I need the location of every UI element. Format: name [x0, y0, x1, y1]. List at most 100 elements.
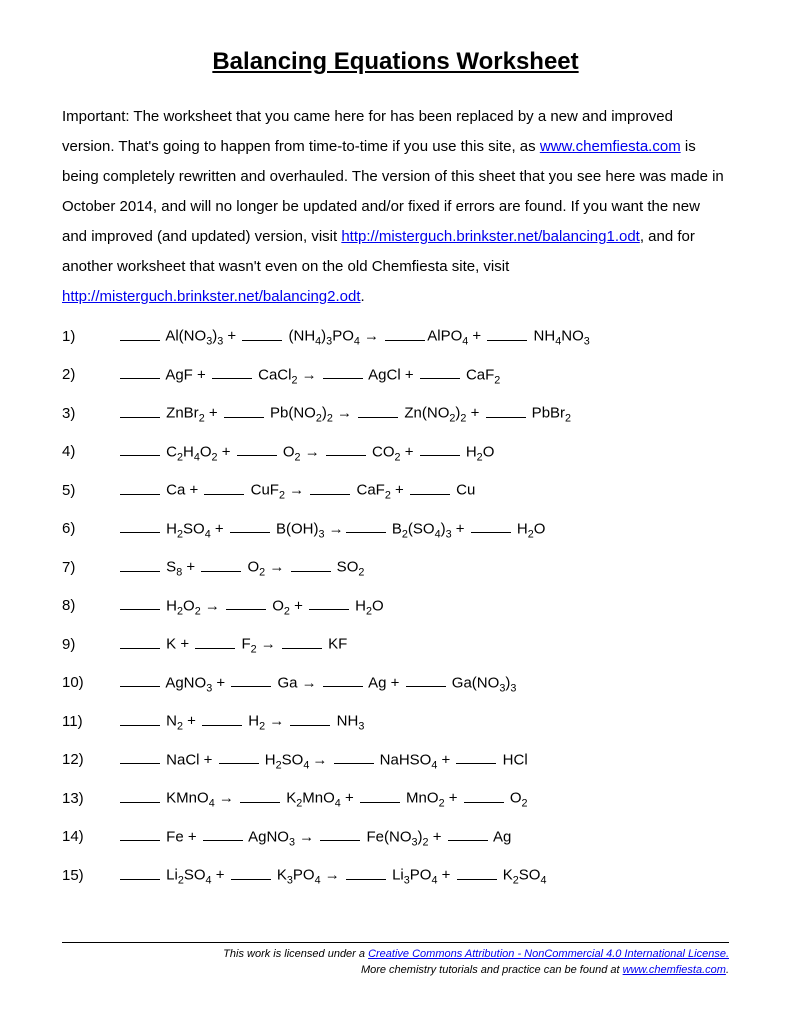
coefficient-blank: [120, 557, 160, 572]
coefficient-blank: [448, 827, 488, 842]
coefficient-blank: [456, 750, 496, 765]
equation: S8 + O2 → SO2: [118, 557, 364, 576]
subscript: 4: [315, 875, 321, 887]
coefficient-blank: [346, 865, 386, 880]
problem-row: 4) C2H4O2 + O2 → CO2 + H2O: [62, 442, 729, 461]
coefficient-blank: [487, 326, 527, 341]
equation: AgF + CaCl2 → AgCl + CaF2: [118, 365, 500, 384]
coefficient-blank: [120, 750, 160, 765]
equation: Li2SO4 + K3PO4 → Li3PO4 + K2SO4: [118, 865, 547, 884]
coefficient-blank: [358, 403, 398, 418]
subscript: 3: [510, 682, 516, 694]
subscript: 2: [423, 836, 429, 848]
problem-number: 4): [62, 443, 118, 460]
problems-list: 1) Al(NO3)3 + (NH4)3PO4 → AlPO4 + NH4NO3…: [62, 326, 729, 884]
problem-row: 9) K + F2 → KF: [62, 634, 729, 653]
subscript: 3: [287, 875, 293, 887]
problem-row: 2) AgF + CaCl2 → AgCl + CaF2: [62, 365, 729, 384]
problem-row: 5) Ca + CuF2 → CaF2 + Cu: [62, 480, 729, 499]
problem-number: 11): [62, 713, 118, 730]
subscript: 4: [462, 336, 468, 348]
subscript: 2: [195, 605, 201, 617]
subscript: 3: [404, 875, 410, 887]
subscript: 2: [251, 644, 257, 656]
coefficient-blank: [310, 480, 350, 495]
coefficient-blank: [240, 788, 280, 803]
subscript: 4: [194, 451, 200, 463]
subscript: 2: [439, 798, 445, 810]
subscript: 2: [178, 875, 184, 887]
coefficient-blank: [120, 365, 160, 380]
subscript: 4: [431, 875, 437, 887]
coefficient-blank: [464, 788, 504, 803]
coefficient-blank: [120, 788, 160, 803]
subscript: 3: [499, 682, 505, 694]
subscript: 2: [259, 721, 265, 733]
coefficient-blank: [320, 827, 360, 842]
problem-number: 10): [62, 674, 118, 691]
coefficient-blank: [202, 711, 242, 726]
subscript: 2: [477, 451, 483, 463]
coefficient-blank: [212, 365, 252, 380]
problem-number: 9): [62, 636, 118, 653]
subscript: 2: [385, 490, 391, 502]
problem-number: 5): [62, 482, 118, 499]
cc-license-link[interactable]: Creative Commons Attribution - NonCommer…: [368, 948, 729, 960]
coefficient-blank: [326, 442, 366, 457]
coefficient-blank: [323, 673, 363, 688]
footer-line-1: This work is licensed under a Creative C…: [62, 947, 729, 962]
subscript: 4: [335, 798, 341, 810]
intro-paragraph: Important: The worksheet that you came h…: [62, 102, 729, 312]
subscript: 3: [446, 528, 452, 540]
problem-row: 1) Al(NO3)3 + (NH4)3PO4 → AlPO4 + NH4NO3: [62, 326, 729, 345]
coefficient-blank: [323, 365, 363, 380]
page-title: Balancing Equations Worksheet: [62, 48, 729, 76]
subscript: 2: [513, 875, 519, 887]
footer-line-2: More chemistry tutorials and practice ca…: [62, 963, 729, 978]
subscript: 2: [460, 413, 466, 425]
problem-number: 15): [62, 867, 118, 884]
coefficient-blank: [457, 865, 497, 880]
subscript: 2: [327, 413, 333, 425]
footer-text-1a: This work is licensed under a: [223, 948, 368, 960]
problem-row: 14) Fe + AgNO3 → Fe(NO3)2 + Ag: [62, 827, 729, 846]
coefficient-blank: [346, 519, 386, 534]
coefficient-blank: [120, 634, 160, 649]
problem-row: 7) S8 + O2 → SO2: [62, 557, 729, 576]
balancing2-link[interactable]: http://misterguch.brinkster.net/balancin…: [62, 288, 361, 305]
subscript: 4: [354, 336, 360, 348]
coefficient-blank: [226, 596, 266, 611]
problem-row: 15) Li2SO4 + K3PO4 → Li3PO4 + K2SO4: [62, 865, 729, 884]
coefficient-blank: [120, 827, 160, 842]
coefficient-blank: [230, 519, 270, 534]
coefficient-blank: [204, 480, 244, 495]
subscript: 4: [205, 528, 211, 540]
coefficient-blank: [120, 480, 160, 495]
coefficient-blank: [237, 442, 277, 457]
problem-row: 3) ZnBr2 + Pb(NO2)2 → Zn(NO2)2 + PbBr2: [62, 403, 729, 422]
problem-row: 12) NaCl + H2SO4 → NaHSO4 + HCl: [62, 750, 729, 769]
subscript: 2: [449, 413, 455, 425]
subscript: 2: [276, 759, 282, 771]
coefficient-blank: [291, 557, 331, 572]
subscript: 4: [431, 759, 437, 771]
problem-number: 12): [62, 751, 118, 768]
coefficient-blank: [334, 750, 374, 765]
subscript: 4: [303, 759, 312, 771]
subscript: 2: [259, 567, 265, 579]
balancing1-link[interactable]: http://misterguch.brinkster.net/balancin…: [341, 228, 640, 245]
subscript: 8: [176, 567, 182, 579]
subscript: 3: [584, 336, 590, 348]
intro-text-4: .: [361, 288, 365, 305]
equation: N2 + H2 → NH3: [118, 711, 364, 730]
equation: Al(NO3)3 + (NH4)3PO4 → AlPO4 + NH4NO3: [118, 326, 590, 345]
subscript: 2: [295, 451, 301, 463]
coefficient-blank: [201, 557, 241, 572]
subscript: 3: [326, 336, 332, 348]
problem-number: 3): [62, 405, 118, 422]
coefficient-blank: [231, 673, 271, 688]
subscript: 3: [319, 528, 325, 540]
coefficient-blank: [290, 711, 330, 726]
chemfiesta-link[interactable]: www.chemfiesta.com: [540, 138, 681, 155]
chemfiesta-footer-link[interactable]: www.chemfiesta.com: [623, 964, 726, 976]
